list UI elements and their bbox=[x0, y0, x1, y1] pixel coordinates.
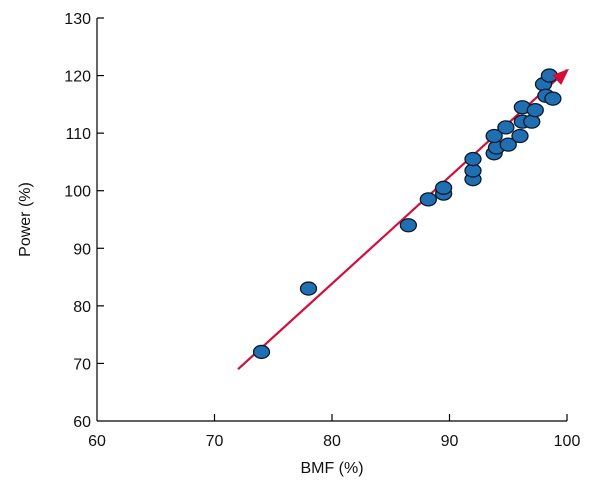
x-tick-label: 100 bbox=[554, 433, 581, 450]
ticks: 60 70 80 90 100 60 70 80 90 100 110 120 130 bbox=[64, 11, 580, 450]
points-layer bbox=[252, 68, 569, 360]
data-point bbox=[485, 128, 503, 144]
x-axis-title: BMF (%) bbox=[300, 460, 363, 477]
data-point bbox=[434, 180, 453, 195]
x-tick-label: 70 bbox=[206, 433, 224, 450]
y-tick-label: 100 bbox=[64, 184, 91, 201]
data-point bbox=[523, 114, 541, 129]
y-axis-title: Power (%) bbox=[17, 182, 34, 257]
axes bbox=[96, 18, 567, 422]
fit-line-arrowhead bbox=[552, 68, 569, 86]
data-point bbox=[526, 102, 544, 118]
y-tick-label: 120 bbox=[64, 69, 91, 86]
y-tick-label: 80 bbox=[73, 299, 91, 316]
fit-line-layer bbox=[237, 69, 568, 370]
y-tick-label: 130 bbox=[64, 11, 91, 28]
data-point bbox=[464, 151, 482, 167]
y-tick-label: 110 bbox=[65, 126, 91, 143]
fit-line bbox=[237, 69, 568, 370]
y-tick-label: 60 bbox=[73, 414, 91, 431]
x-tick-label: 90 bbox=[441, 433, 459, 450]
data-point bbox=[497, 120, 515, 135]
data-point bbox=[544, 91, 562, 106]
x-tick-label: 80 bbox=[323, 433, 341, 450]
data-point bbox=[419, 192, 438, 207]
y-tick-label: 70 bbox=[73, 356, 91, 373]
data-point bbox=[252, 344, 271, 360]
data-point bbox=[499, 137, 517, 152]
data-point bbox=[399, 218, 418, 233]
data-point bbox=[511, 128, 529, 144]
x-tick-label: 60 bbox=[88, 433, 106, 450]
data-point bbox=[299, 281, 318, 296]
y-tick-label: 90 bbox=[73, 241, 91, 258]
